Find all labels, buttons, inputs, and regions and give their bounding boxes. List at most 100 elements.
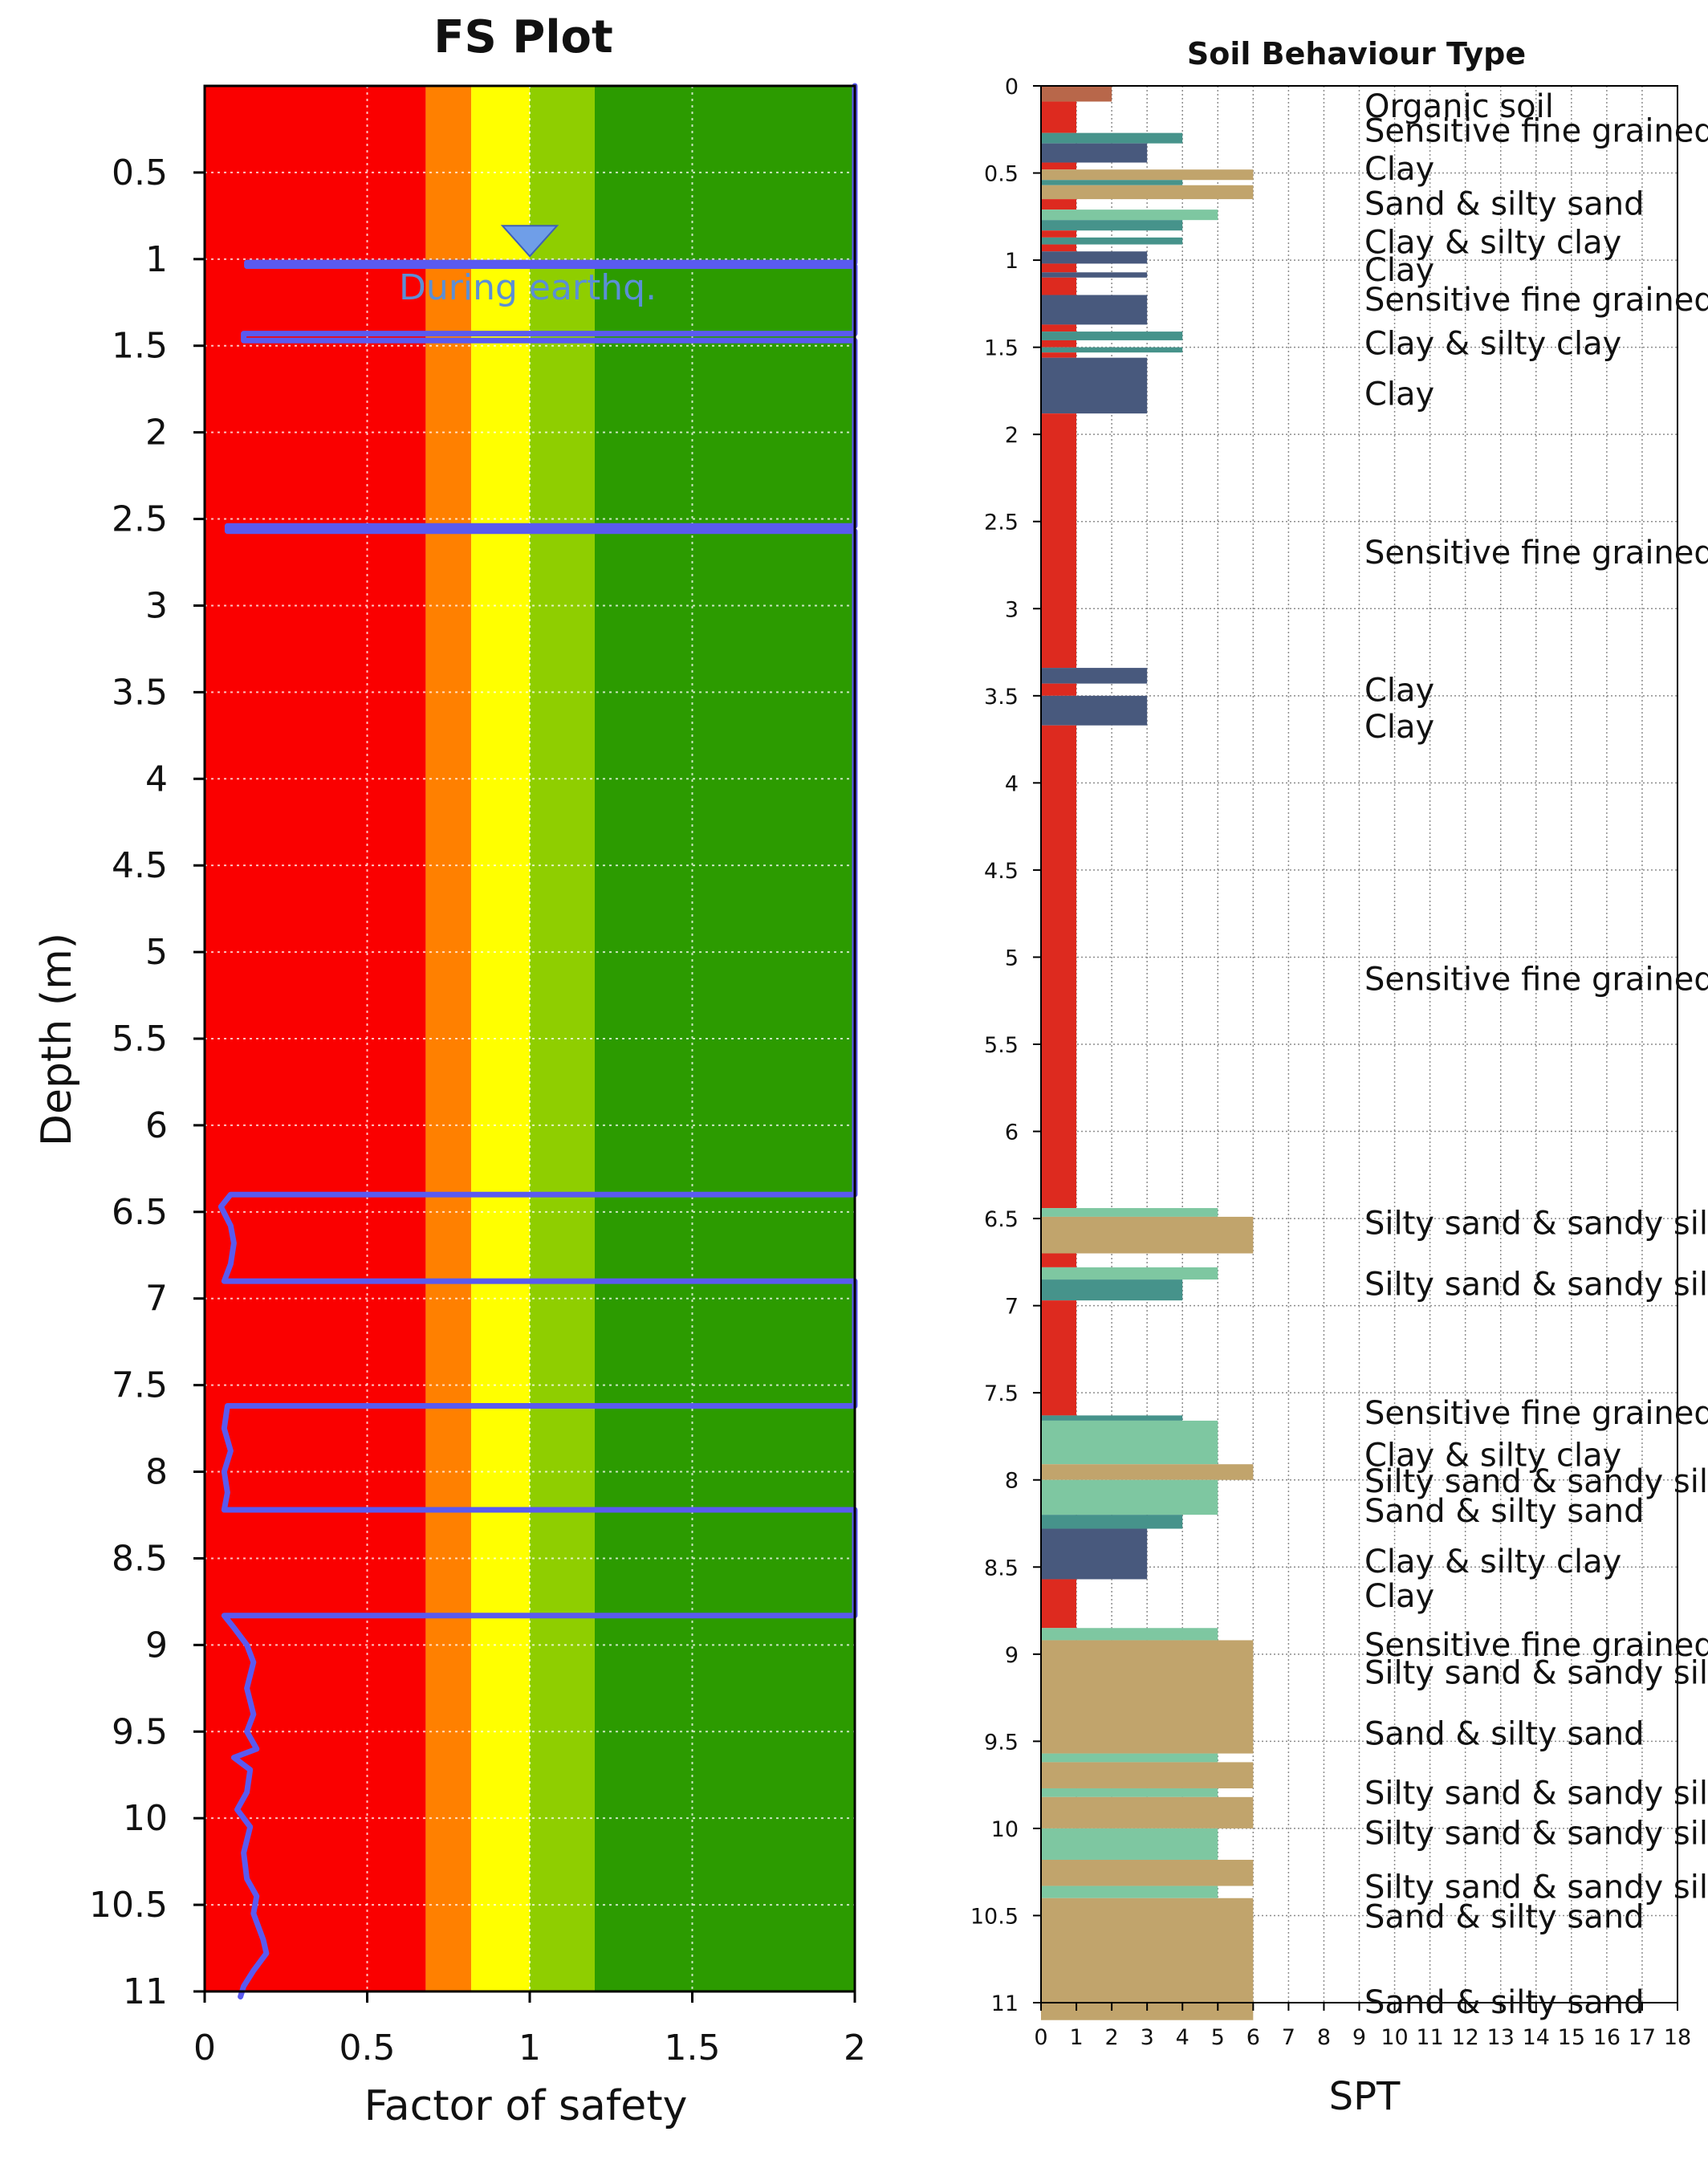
fs-y-tick-label-11: 6 [145, 1105, 168, 1146]
sbt-soil-label-8: Clay [1364, 376, 1434, 413]
fs-plot-chart: FS Plot During earthq. 0.5 1 1.5 2 2.5 3 3.5 4 4… [33, 11, 866, 2130]
sbt-bar-37 [1041, 1420, 1218, 1465]
sbt-soil-label-27: Sand & silty sand [1364, 1899, 1645, 1936]
fs-y-tick-label-19: 10 [123, 1798, 168, 1839]
sbt-bar-9 [1041, 209, 1218, 221]
sbt-bar-41 [1041, 1528, 1148, 1580]
sbt-bar-13 [1041, 244, 1077, 252]
fs-zone-1 [425, 86, 472, 1991]
sbt-soil-label-1: Sensitive fine grained [1364, 112, 1708, 149]
sbt-bar-35 [1041, 1300, 1077, 1416]
sbt-x-tick-label-1: 1 [1069, 2025, 1083, 2050]
sbt-bar-4 [1041, 162, 1077, 170]
fs-y-tick-label-20: 10.5 [89, 1885, 168, 1926]
sbt-bar-38 [1041, 1464, 1254, 1480]
sbt-soil-label-5: Clay [1364, 252, 1434, 289]
fs-y-tick-label-16: 8.5 [112, 1538, 168, 1579]
sbt-bar-14 [1041, 251, 1148, 264]
fs-x-axis-label: Factor of safety [364, 2082, 688, 2130]
sbt-bar-51 [1041, 1885, 1218, 1898]
fs-y-tick-label-12: 6.5 [112, 1192, 168, 1233]
sbt-soil-label-2: Clay [1364, 151, 1434, 188]
sbt-bar-10 [1041, 220, 1183, 231]
sbt-bar-31 [1041, 1216, 1254, 1254]
fs-y-tick-label-13: 7 [145, 1279, 168, 1320]
sbt-soil-label-26: Silty sand & sandy silt [1364, 1869, 1708, 1906]
sbt-x-tick-label-3: 3 [1141, 2025, 1154, 2050]
sbt-y-tick-label-1: 0.5 [984, 162, 1019, 187]
sbt-bar-49 [1041, 1828, 1218, 1860]
sbt-y-tick-label-18: 9 [1005, 1643, 1019, 1668]
fs-x-axis-ticks: 0 0.5 1 1.5 2 [193, 1991, 866, 2068]
sbt-bar-15 [1041, 263, 1077, 273]
sbt-bar-32 [1041, 1253, 1077, 1267]
sbt-y-tick-label-20: 10 [991, 1817, 1019, 1842]
sbt-bar-18 [1041, 295, 1148, 325]
fs-y-axis-label: Depth (m) [33, 933, 81, 1146]
sbt-bar-23 [1041, 352, 1077, 358]
fs-y-tick-label-17: 9 [145, 1625, 168, 1666]
sbt-soil-label-20: Clay [1364, 1578, 1434, 1615]
fs-y-tick-label-15: 8 [145, 1452, 168, 1493]
sbt-soil-label-14: Silty sand & sandy silt [1364, 1267, 1708, 1304]
sbt-y-axis-ticks: 0 0.5 1 1.5 2 2.5 3 3.5 4 4.5 5 5.5 6 6.5 7 7.5 8 8.5 9 9.5… [970, 75, 1041, 2016]
sbt-soil-label-3: Sand & silty sand [1364, 186, 1645, 223]
sbt-bar-0 [1041, 86, 1112, 102]
sbt-bar-5 [1041, 169, 1254, 181]
fs-y-tick-label-1: 1 [145, 239, 168, 280]
sbt-bar-52 [1041, 1898, 1254, 2020]
sbt-y-tick-label-9: 4.5 [984, 859, 1019, 884]
sbt-bar-24 [1041, 357, 1148, 414]
fs-x-tick-label-4: 2 [844, 2028, 866, 2068]
sbt-x-tick-label-14: 14 [1523, 2025, 1550, 2050]
sbt-soil-label-25: Silty sand & sandy silt [1364, 1815, 1708, 1852]
sbt-bar-1 [1041, 101, 1077, 133]
sbt-soil-label-6: Sensitive fine grained [1364, 282, 1708, 319]
sbt-x-tick-label-5: 5 [1211, 2025, 1225, 2050]
fs-y-tick-label-3: 2 [145, 413, 168, 454]
sbt-x-tick-label-6: 6 [1246, 2025, 1260, 2050]
sbt-bar-34 [1041, 1279, 1183, 1301]
sbt-bar-45 [1041, 1753, 1218, 1763]
fs-x-tick-label-0: 0 [193, 2028, 216, 2068]
fs-y-tick-label-18: 9.5 [112, 1711, 168, 1752]
sbt-bar-48 [1041, 1796, 1254, 1828]
sbt-y-tick-label-0: 0 [1005, 75, 1019, 100]
sbt-x-tick-label-11: 11 [1416, 2025, 1443, 2050]
sbt-soil-label-24: Silty sand & sandy silt [1364, 1775, 1708, 1812]
sbt-x-tick-label-17: 17 [1629, 2025, 1656, 2050]
sbt-soil-label-12: Sensitive fine grained [1364, 962, 1708, 999]
sbt-bar-19 [1041, 324, 1077, 332]
fs-y-tick-label-8: 4.5 [112, 845, 168, 886]
sbt-soil-label-22: Silty sand & sandy silt [1364, 1655, 1708, 1692]
sbt-bar-33 [1041, 1267, 1218, 1280]
sbt-y-tick-label-2: 1 [1005, 249, 1019, 274]
sbt-y-tick-label-12: 6 [1005, 1121, 1019, 1145]
fs-y-tick-label-5: 3 [145, 585, 168, 626]
sbt-soil-label-13: Silty sand & sandy silt [1364, 1206, 1708, 1243]
sbt-bar-12 [1041, 237, 1183, 245]
sbt-bar-3 [1041, 143, 1148, 163]
fs-y-tick-label-4: 2.5 [112, 499, 168, 540]
sbt-y-tick-label-19: 9.5 [984, 1730, 1019, 1755]
fs-y-tick-label-2: 1.5 [112, 326, 168, 367]
sbt-bar-26 [1041, 668, 1148, 684]
sbt-x-tick-label-10: 10 [1381, 2025, 1408, 2050]
sbt-bar-6 [1041, 180, 1183, 185]
sbt-y-tick-label-5: 2.5 [984, 511, 1019, 535]
sbt-bar-11 [1041, 230, 1077, 238]
sbt-y-tick-label-8: 4 [1005, 771, 1019, 796]
sbt-bar-20 [1041, 332, 1183, 340]
sbt-bar-27 [1041, 683, 1077, 696]
sbt-bar-16 [1041, 272, 1148, 278]
sbt-soil-label-9: Sensitive fine grained [1364, 535, 1708, 572]
sbt-x-tick-label-15: 15 [1558, 2025, 1585, 2050]
sbt-bar-7 [1041, 185, 1254, 200]
sbt-y-tick-label-11: 5.5 [984, 1033, 1019, 1058]
fs-y-tick-label-10: 5.5 [112, 1019, 168, 1060]
fs-y-tick-label-9: 5 [145, 932, 168, 973]
fs-y-axis-ticks: 0.5 1 1.5 2 2.5 3 3.5 4 4.5 5 5.5 6 6.5 7 7.5 8 8.5 9 9.5 1… [89, 153, 205, 2012]
sbt-x-tick-label-8: 8 [1317, 2025, 1331, 2050]
